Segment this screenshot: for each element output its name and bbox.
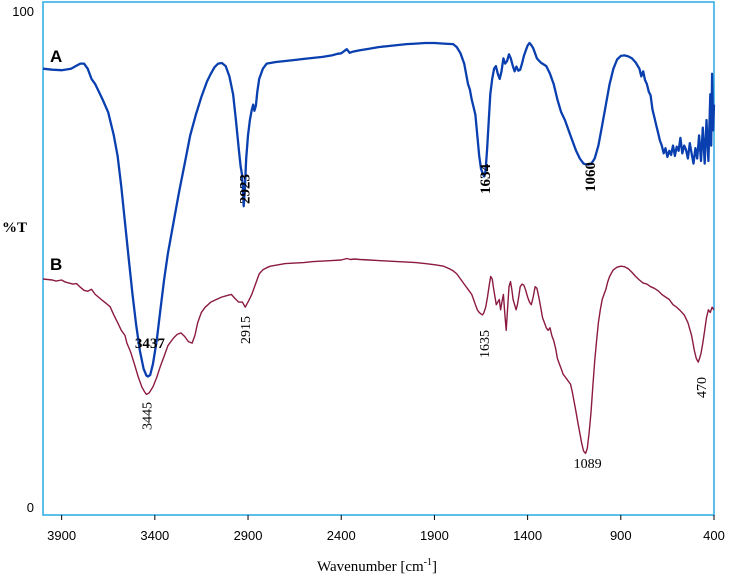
peak-label-2923: 2923 [238, 174, 254, 204]
x-tick-label-1400: 1400 [513, 528, 542, 543]
x-axis-label-close: ] [432, 559, 437, 575]
x-tick-label-3900: 3900 [47, 528, 76, 543]
x-axis-label: Wavenumber [cm-1] [317, 557, 437, 575]
x-axis-label-superscript: -1 [424, 557, 432, 568]
series-a-line [42, 41, 716, 378]
x-tick-label-900: 900 [610, 528, 632, 543]
x-tick-label-2900: 2900 [234, 528, 263, 543]
peak-label-1060: 1060 [583, 162, 599, 192]
series-b-line [42, 257, 715, 455]
peak-label-470: 470 [695, 377, 710, 398]
series-a-peak-labels: 3437 2923 1634 1060 [135, 162, 599, 352]
series-b-peak-labels: 3445 2915 1635 1089 470 [140, 316, 710, 472]
peak-label-1634: 1634 [478, 164, 494, 194]
peak-label-1635: 1635 [478, 330, 493, 358]
y-tick-label-top: 100 [12, 4, 34, 19]
peak-label-3445: 3445 [140, 402, 155, 430]
x-axis-label-main: Wavenumber [cm [317, 559, 424, 575]
plot-frame [42, 1, 715, 516]
x-tick-label-2400: 2400 [327, 528, 356, 543]
series-a-label: A [50, 47, 62, 66]
series-b-label: B [50, 255, 62, 274]
x-tick-label-3400: 3400 [140, 528, 169, 543]
peak-label-2915: 2915 [239, 316, 254, 344]
x-axis-ticks: 3900 3400 2900 2400 1900 1400 900 400 [47, 515, 725, 543]
y-axis-label: %T [2, 220, 27, 236]
x-tick-label-400: 400 [703, 528, 725, 543]
peak-label-1089: 1089 [574, 457, 602, 472]
y-tick-label-bottom: 0 [27, 500, 34, 515]
peak-label-3437: 3437 [135, 336, 166, 352]
x-tick-label-1900: 1900 [420, 528, 449, 543]
